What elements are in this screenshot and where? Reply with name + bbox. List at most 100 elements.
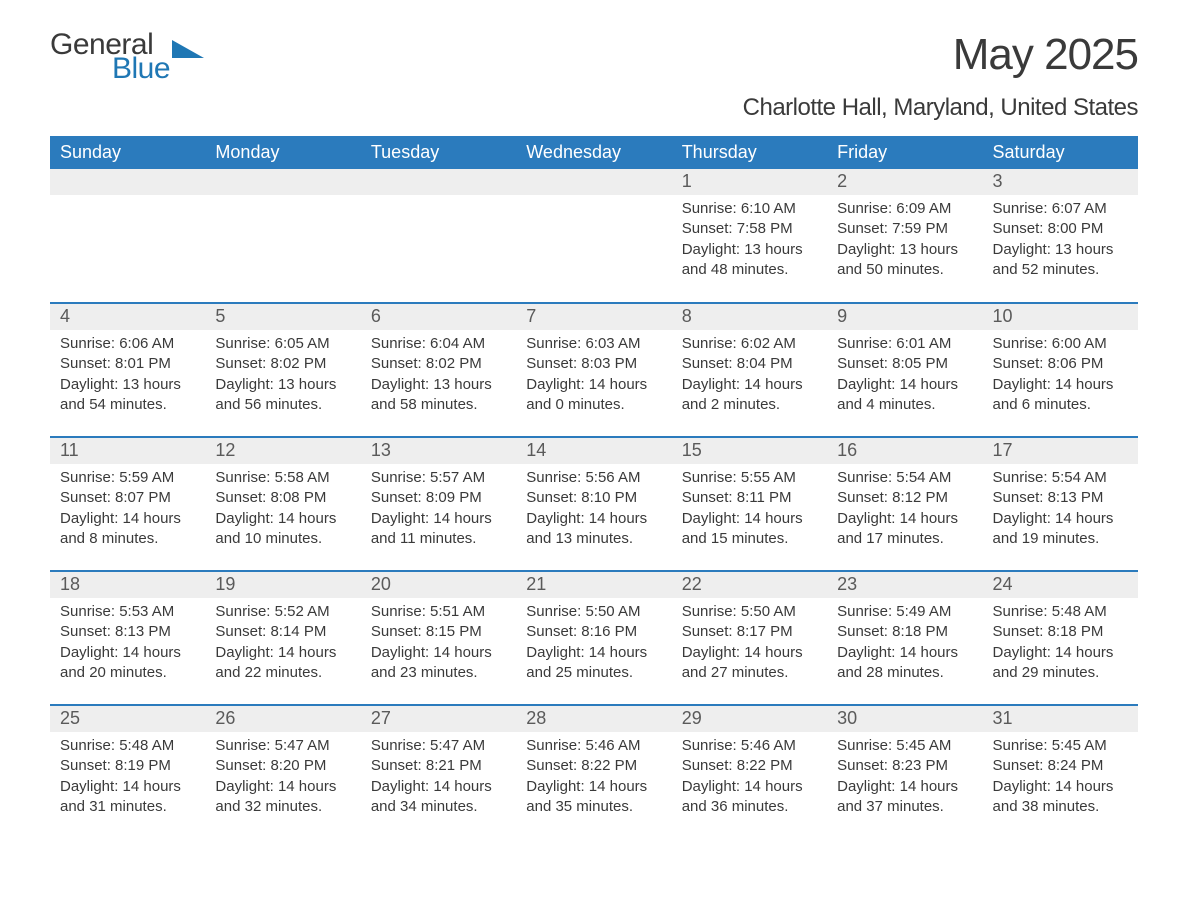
daylight-line: Daylight: 14 hours and 37 minutes. xyxy=(837,777,972,818)
day-body: Sunrise: 5:50 AMSunset: 8:16 PMDaylight:… xyxy=(516,598,671,693)
sunset-line: Sunset: 8:07 PM xyxy=(60,488,195,508)
sunrise-line: Sunrise: 6:05 AM xyxy=(215,334,350,354)
calendar-week-row: 1Sunrise: 6:10 AMSunset: 7:58 PMDaylight… xyxy=(50,169,1138,303)
day-body xyxy=(50,195,205,209)
sunset-line: Sunset: 8:17 PM xyxy=(682,622,817,642)
day-body xyxy=(361,195,516,209)
calendar-day-cell: 6Sunrise: 6:04 AMSunset: 8:02 PMDaylight… xyxy=(361,303,516,437)
day-number-bar xyxy=(516,169,671,195)
sunset-line: Sunset: 8:04 PM xyxy=(682,354,817,374)
day-number-bar: 25 xyxy=(50,706,205,732)
sunset-line: Sunset: 8:13 PM xyxy=(993,488,1128,508)
day-number-bar: 21 xyxy=(516,572,671,598)
sunset-line: Sunset: 8:24 PM xyxy=(993,756,1128,776)
sunset-line: Sunset: 8:08 PM xyxy=(215,488,350,508)
daylight-line: Daylight: 14 hours and 10 minutes. xyxy=(215,509,350,550)
calendar-day-cell: 10Sunrise: 6:00 AMSunset: 8:06 PMDayligh… xyxy=(983,303,1138,437)
day-body: Sunrise: 6:03 AMSunset: 8:03 PMDaylight:… xyxy=(516,330,671,425)
day-number-bar: 14 xyxy=(516,438,671,464)
day-body: Sunrise: 5:49 AMSunset: 8:18 PMDaylight:… xyxy=(827,598,982,693)
calendar-day-cell: 22Sunrise: 5:50 AMSunset: 8:17 PMDayligh… xyxy=(672,571,827,705)
calendar-day-cell xyxy=(205,169,360,303)
day-number-bar: 7 xyxy=(516,304,671,330)
day-number-bar: 6 xyxy=(361,304,516,330)
sunrise-line: Sunrise: 5:50 AM xyxy=(526,602,661,622)
daylight-line: Daylight: 13 hours and 54 minutes. xyxy=(60,375,195,416)
day-body: Sunrise: 5:46 AMSunset: 8:22 PMDaylight:… xyxy=(672,732,827,827)
sunrise-line: Sunrise: 6:09 AM xyxy=(837,199,972,219)
daylight-line: Daylight: 14 hours and 35 minutes. xyxy=(526,777,661,818)
calendar-day-cell: 18Sunrise: 5:53 AMSunset: 8:13 PMDayligh… xyxy=(50,571,205,705)
calendar-day-cell: 29Sunrise: 5:46 AMSunset: 8:22 PMDayligh… xyxy=(672,705,827,839)
calendar-day-cell: 7Sunrise: 6:03 AMSunset: 8:03 PMDaylight… xyxy=(516,303,671,437)
calendar-day-cell: 2Sunrise: 6:09 AMSunset: 7:59 PMDaylight… xyxy=(827,169,982,303)
day-header: Saturday xyxy=(983,136,1138,169)
calendar-day-cell: 20Sunrise: 5:51 AMSunset: 8:15 PMDayligh… xyxy=(361,571,516,705)
calendar-day-cell: 24Sunrise: 5:48 AMSunset: 8:18 PMDayligh… xyxy=(983,571,1138,705)
calendar-day-cell: 1Sunrise: 6:10 AMSunset: 7:58 PMDaylight… xyxy=(672,169,827,303)
sunset-line: Sunset: 8:05 PM xyxy=(837,354,972,374)
day-body: Sunrise: 6:10 AMSunset: 7:58 PMDaylight:… xyxy=(672,195,827,290)
calendar-day-cell: 27Sunrise: 5:47 AMSunset: 8:21 PMDayligh… xyxy=(361,705,516,839)
calendar-body: 1Sunrise: 6:10 AMSunset: 7:58 PMDaylight… xyxy=(50,169,1138,839)
day-body: Sunrise: 5:46 AMSunset: 8:22 PMDaylight:… xyxy=(516,732,671,827)
month-title: May 2025 xyxy=(953,30,1138,80)
sunrise-line: Sunrise: 5:58 AM xyxy=(215,468,350,488)
day-body: Sunrise: 5:50 AMSunset: 8:17 PMDaylight:… xyxy=(672,598,827,693)
day-number-bar: 20 xyxy=(361,572,516,598)
sunset-line: Sunset: 8:02 PM xyxy=(215,354,350,374)
calendar-day-cell: 23Sunrise: 5:49 AMSunset: 8:18 PMDayligh… xyxy=(827,571,982,705)
day-number-bar: 23 xyxy=(827,572,982,598)
day-body: Sunrise: 5:53 AMSunset: 8:13 PMDaylight:… xyxy=(50,598,205,693)
day-body: Sunrise: 6:04 AMSunset: 8:02 PMDaylight:… xyxy=(361,330,516,425)
day-body: Sunrise: 6:00 AMSunset: 8:06 PMDaylight:… xyxy=(983,330,1138,425)
calendar-day-cell: 4Sunrise: 6:06 AMSunset: 8:01 PMDaylight… xyxy=(50,303,205,437)
day-number-bar xyxy=(205,169,360,195)
sunrise-line: Sunrise: 5:50 AM xyxy=(682,602,817,622)
logo: General Blue xyxy=(50,30,204,84)
calendar-day-cell: 9Sunrise: 6:01 AMSunset: 8:05 PMDaylight… xyxy=(827,303,982,437)
sunrise-line: Sunrise: 5:57 AM xyxy=(371,468,506,488)
sunset-line: Sunset: 8:20 PM xyxy=(215,756,350,776)
day-body xyxy=(516,195,671,209)
logo-word-blue: Blue xyxy=(112,54,170,84)
calendar-day-cell: 12 Sunrise: 5:58 AMSunset: 8:08 PMDayligh… xyxy=(205,437,360,571)
calendar-day-cell: 21Sunrise: 5:50 AMSunset: 8:16 PMDayligh… xyxy=(516,571,671,705)
sunset-line: Sunset: 8:14 PM xyxy=(215,622,350,642)
day-number-bar: 28 xyxy=(516,706,671,732)
day-body: Sunrise: 5:48 AMSunset: 8:19 PMDaylight:… xyxy=(50,732,205,827)
sunrise-line: Sunrise: 6:10 AM xyxy=(682,199,817,219)
logo-triangle-icon xyxy=(172,34,204,65)
day-number-bar: 9 xyxy=(827,304,982,330)
day-body: Sunrise: 6:01 AMSunset: 8:05 PMDaylight:… xyxy=(827,330,982,425)
sunrise-line: Sunrise: 5:52 AM xyxy=(215,602,350,622)
daylight-line: Daylight: 14 hours and 32 minutes. xyxy=(215,777,350,818)
calendar-day-cell: 30Sunrise: 5:45 AMSunset: 8:23 PMDayligh… xyxy=(827,705,982,839)
day-body: Sunrise: 5:47 AMSunset: 8:20 PMDaylight:… xyxy=(205,732,360,827)
daylight-line: Daylight: 14 hours and 20 minutes. xyxy=(60,643,195,684)
sunrise-line: Sunrise: 5:55 AM xyxy=(682,468,817,488)
sunset-line: Sunset: 7:59 PM xyxy=(837,219,972,239)
calendar-day-cell: 25Sunrise: 5:48 AMSunset: 8:19 PMDayligh… xyxy=(50,705,205,839)
day-number-bar: 5 xyxy=(205,304,360,330)
day-number-bar: 24 xyxy=(983,572,1138,598)
day-body: Sunrise: 5:55 AMSunset: 8:11 PMDaylight:… xyxy=(672,464,827,559)
calendar-day-cell: 28Sunrise: 5:46 AMSunset: 8:22 PMDayligh… xyxy=(516,705,671,839)
sunrise-line: Sunrise: 6:03 AM xyxy=(526,334,661,354)
day-header: Thursday xyxy=(672,136,827,169)
day-number-bar: 13 xyxy=(361,438,516,464)
calendar-day-cell: 8Sunrise: 6:02 AMSunset: 8:04 PMDaylight… xyxy=(672,303,827,437)
daylight-line: Daylight: 13 hours and 58 minutes. xyxy=(371,375,506,416)
daylight-line: Daylight: 14 hours and 22 minutes. xyxy=(215,643,350,684)
day-number-bar: 12 xyxy=(205,438,360,464)
daylight-line: Daylight: 14 hours and 19 minutes. xyxy=(993,509,1128,550)
calendar-day-cell xyxy=(361,169,516,303)
day-body: Sunrise: 5:54 AMSunset: 8:12 PMDaylight:… xyxy=(827,464,982,559)
day-number-bar: 16 xyxy=(827,438,982,464)
day-body: Sunrise: 5:56 AMSunset: 8:10 PMDaylight:… xyxy=(516,464,671,559)
daylight-line: Daylight: 14 hours and 38 minutes. xyxy=(993,777,1128,818)
day-number-bar: 19 xyxy=(205,572,360,598)
day-body xyxy=(205,195,360,209)
day-header: Monday xyxy=(205,136,360,169)
day-header: Wednesday xyxy=(516,136,671,169)
